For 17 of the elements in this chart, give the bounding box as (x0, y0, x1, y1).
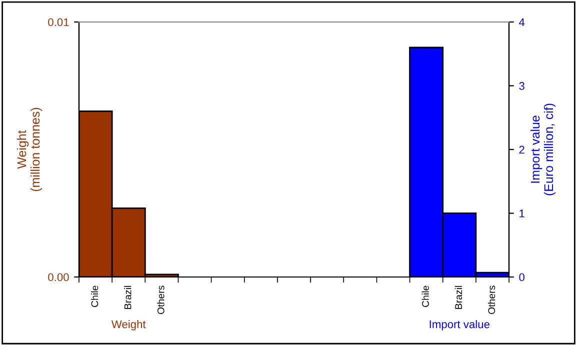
x-tick-label: Others (488, 286, 496, 314)
x-tick-label: Others (157, 286, 164, 314)
y2-axis-title: Import value (Euro million, cif) (530, 104, 556, 196)
y-tick-label: 0.00 (48, 273, 69, 282)
y2-tick-label: 1 (520, 210, 524, 218)
y-axis-title: Weight (million tonnes) (16, 108, 42, 192)
x-tick-label: Chile (422, 286, 429, 307)
text: Import value (430, 320, 490, 330)
x-tick-label: Chile (91, 286, 98, 307)
y2-tick-label: 2 (519, 146, 524, 154)
y2-tick-label: 4 (518, 18, 525, 26)
x-tick-label: Brazil (454, 286, 462, 309)
y2-tick-label: 0 (519, 273, 524, 282)
y2-tick-label: 3 (519, 82, 524, 90)
y-tick-label: 0.01 (48, 18, 69, 26)
text: Weight (111, 320, 146, 330)
x-tick-label: Brazil (124, 286, 132, 309)
